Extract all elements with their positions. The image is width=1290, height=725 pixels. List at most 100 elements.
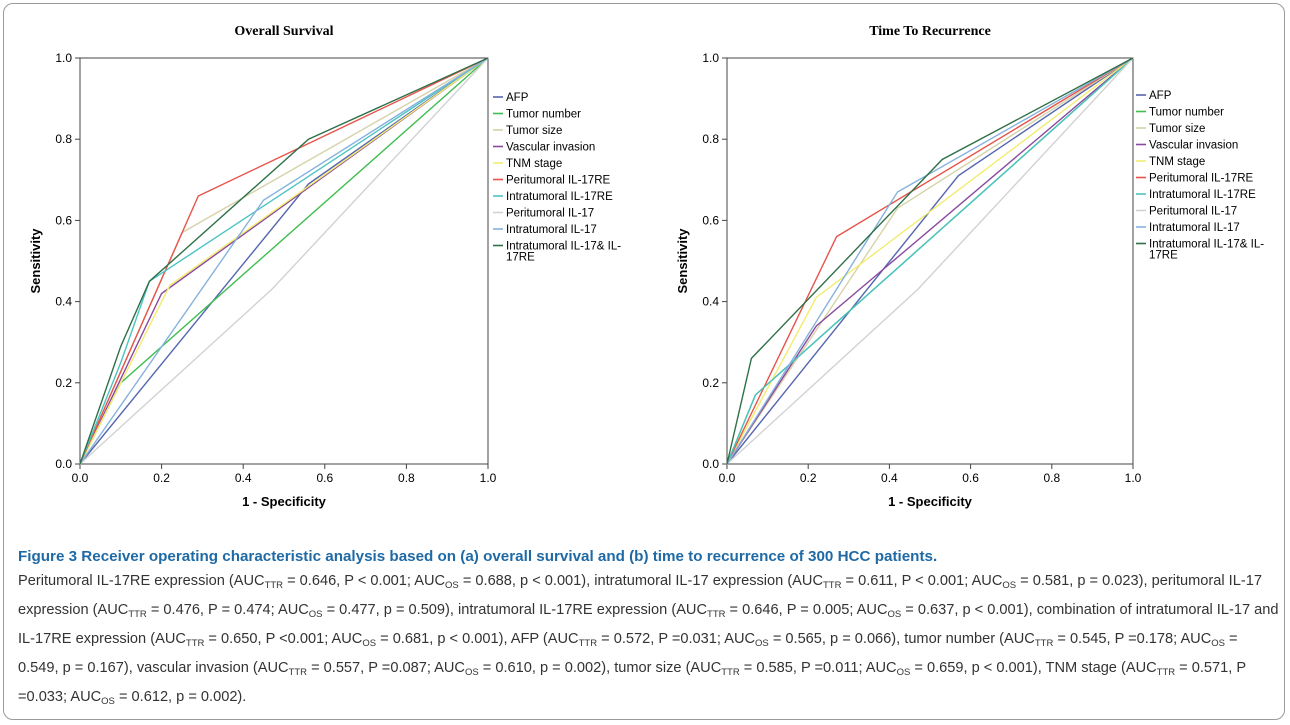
caption-subscript: TTR [128,609,147,620]
caption-subscript: TTR [1034,638,1054,649]
y-tick-label: 0.8 [55,132,72,146]
roc-line-afp [726,57,1134,465]
legend-label-tnm-stage: TNM stage [1149,156,1205,168]
legend-label-tnm-stage: TNM stage [506,158,562,170]
caption-subscript: TTR [1156,667,1176,678]
legend-label-vascular-invasion: Vascular invasion [1149,140,1238,152]
caption-subscript: TTR [707,609,726,620]
caption-text: = 0.637, p < 0.001), combination of intr… [18,602,1279,647]
x-tick-label: 0.4 [235,471,252,485]
legend-label-peritumoral-il-17: Peritumoral IL-17 [506,208,594,220]
caption-text: = 0.688, p < 0.001), intratumoral IL-17 … [458,573,823,589]
roc-line-intratumoral-il-17-il-17re [726,57,1134,465]
caption-text: = 0.549, p = 0.167), vascular invasion (… [18,631,1238,676]
legend-label-intratumoral-il-17-il-17re: Intratumoral IL-17& IL-17RE [1149,239,1264,262]
x-tick-label: 0.6 [316,471,333,485]
y-tick-label: 0.0 [55,457,72,471]
chart-title: Time To Recurrence [869,24,991,39]
x-tick-label: 0.0 [72,471,89,485]
y-tick-label: 0.2 [702,376,719,390]
caption-subscript: OS [308,609,323,620]
x-axis-label: 1 - Specificity [242,494,327,509]
legend-label-peritumoral-il-17: Peritumoral IL-17 [1149,206,1237,218]
x-tick-label: 0.2 [153,471,170,485]
caption-subscript: TTR [823,580,842,591]
legend-label-vascular-invasion: Vascular invasion [506,142,595,154]
x-tick-label: 0.2 [800,471,817,485]
y-tick-label: 0.8 [702,132,719,146]
caption-subscript: TTR [721,667,740,678]
roc-line-intratumoral-il-17re [726,57,1134,465]
x-tick-label: 0.8 [398,471,415,485]
plot-area [79,57,489,465]
caption-text: = 0.581, p = 0.023), peritumoral IL-17 e… [18,573,1262,618]
roc-line-vascular-invasion [726,57,1134,465]
y-axis-label: Sensitivity [675,228,690,294]
caption-subscript: OS [1002,580,1017,591]
roc-line-tumor-size [79,57,489,465]
legend-label-intratumoral-il-17-il-17re: Intratumoral IL-17& IL-17RE [506,241,621,264]
roc-line-intratumoral-il-17re [79,57,489,465]
figure-caption: Figure 3 Receiver operating characterist… [18,544,1280,714]
legend-label-peritumoral-il-17re: Peritumoral IL-17RE [1149,173,1254,185]
roc-chart-overall-survival: Overall Survival 0.0 0.2 0.4 0.6 0.8 1.0 0.0 0.2… [28,24,621,509]
caption-text: = 0.545, P =0.178; AUC [1053,631,1212,647]
caption-subscript: OS [101,696,115,707]
caption-text: = 0.477, p = 0.509), intratumoral IL-17R… [322,602,708,618]
y-tick-label: 1.0 [55,51,72,65]
roc-line-tnm-stage [79,57,489,465]
legend-label-tumor-number: Tumor number [1149,107,1224,119]
roc-line-intratumoral-il-17-il-17re [79,57,489,465]
roc-line-vascular-invasion [79,57,489,465]
caption-subscript: OS [445,580,459,591]
legend-label-intratumoral-il-17: Intratumoral IL-17 [506,224,597,236]
x-tick-label: 0.4 [881,471,898,485]
legend-label-afp: AFP [506,92,529,104]
y-tick-label: 0.2 [55,376,72,390]
caption-text: = 0.585, P =0.011; AUC [739,660,897,676]
caption-title: Figure 3 Receiver operating characterist… [18,548,938,565]
y-tick-label: 1.0 [702,51,719,65]
figure-frame [3,3,1285,720]
caption-text: = 0.565, p = 0.066), tumor number (AUC [768,631,1035,647]
caption-subscript: TTR [264,580,284,591]
roc-line-tnm-stage [726,57,1134,465]
legend-label-intratumoral-il-17re: Intratumoral IL-17RE [506,191,613,203]
caption-text: = 0.611, P < 0.001; AUC [841,573,1003,589]
caption-text: = 0.646, P < 0.001; AUC [283,573,446,589]
caption-text: = 0.659, p < 0.001), TNM stage (AUC [910,660,1157,676]
x-axis-label: 1 - Specificity [888,494,973,509]
legend-label-tumor-size: Tumor size [1149,123,1205,135]
caption-text: Peritumoral IL-17RE expression (AUC [18,573,265,589]
caption-subscript: TTR [288,667,308,678]
roc-line-intratumoral-il-17 [726,57,1134,465]
caption-subscript: OS [896,667,911,678]
roc-line-tumor-number [79,57,489,465]
plot-area [726,57,1134,465]
caption-subscript: OS [464,667,479,678]
caption-subscript: TTR [578,638,598,649]
caption-body: Peritumoral IL-17RE expression (AUCTTR =… [18,569,1280,714]
legend-label-tumor-size: Tumor size [506,125,562,137]
roc-line-peritumoral-il-17re [726,57,1134,465]
x-tick-label: 0.0 [719,471,736,485]
caption-text: = 0.681, p < 0.001), AFP (AUC [376,631,579,647]
roc-line-peritumoral-il-17 [79,57,489,465]
caption-text: = 0.476, P = 0.474; AUC [146,602,309,618]
caption-text: = 0.610, p = 0.002), tumor size (AUC [478,660,722,676]
roc-line-afp [79,57,489,465]
roc-line-peritumoral-il-17 [726,57,1134,465]
y-axis-label: Sensitivity [28,228,43,294]
caption-text: = 0.612, p = 0.002). [114,689,247,705]
caption-text: = 0.646, P = 0.005; AUC [725,602,888,618]
y-tick-label: 0.6 [702,213,719,227]
chart-title: Overall Survival [234,24,333,39]
legend-label-intratumoral-il-17: Intratumoral IL-17 [1149,222,1240,234]
y-tick-label: 0.6 [55,213,72,227]
x-tick-label: 1.0 [480,471,497,485]
x-tick-label: 0.6 [962,471,979,485]
roc-line-tumor-size [726,57,1134,465]
legend-label-peritumoral-il-17re: Peritumoral IL-17RE [506,175,611,187]
caption-subscript: TTR [185,638,205,649]
caption-text: = 0.572, P =0.031; AUC [597,631,756,647]
